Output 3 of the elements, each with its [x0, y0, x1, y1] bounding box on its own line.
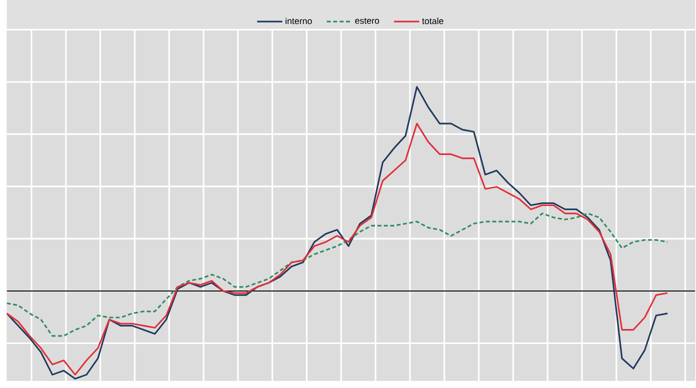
legend-label: totale [422, 18, 444, 24]
legend-label: interno [286, 18, 312, 24]
legend-label: estero [355, 18, 380, 24]
